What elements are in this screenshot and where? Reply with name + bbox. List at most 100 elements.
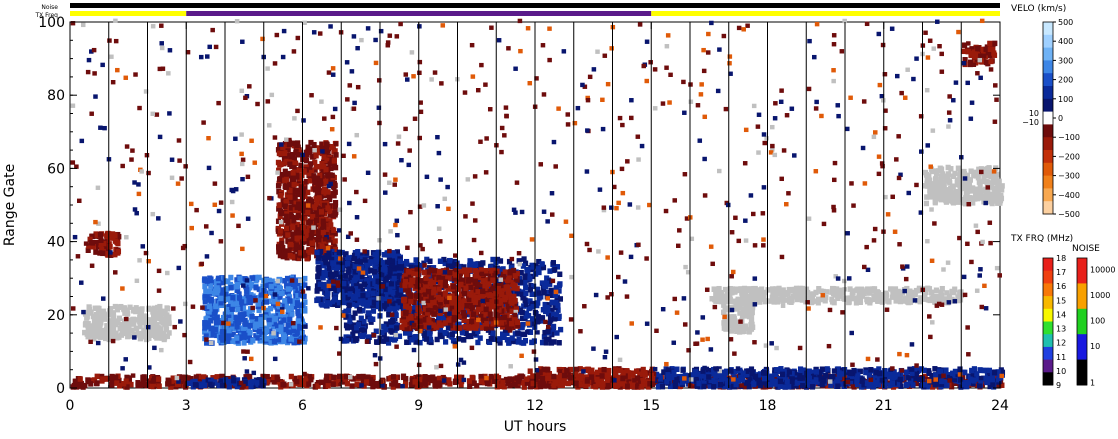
scatter-point [327, 218, 333, 224]
scatter-point [128, 381, 134, 388]
scatter-point [499, 320, 505, 326]
scatter-point [315, 273, 321, 280]
scatter-point [296, 314, 302, 321]
scatter-point [301, 168, 307, 174]
scatter-point [496, 380, 502, 387]
scatter-point [101, 330, 107, 336]
scatter-point [413, 339, 419, 345]
scatter-point [442, 279, 448, 285]
scatter-point [392, 259, 398, 266]
scatter-point [572, 374, 578, 381]
scatter-point [311, 173, 317, 179]
scatter-point [140, 378, 146, 385]
scatter-point [411, 270, 417, 277]
scatter-point [100, 376, 106, 382]
scatter-point [285, 322, 291, 328]
scatter-point [95, 320, 101, 327]
scatter-point [193, 374, 199, 380]
scatter-point [404, 339, 410, 346]
scatter-point [118, 303, 124, 310]
scatter-point [438, 322, 444, 328]
scatter-point [183, 384, 189, 390]
scatter-point [299, 172, 305, 179]
scatter-point [105, 234, 111, 241]
scatter-point [192, 378, 198, 385]
scatter-point [418, 296, 424, 303]
scatter-point [155, 328, 161, 334]
scatter-point [185, 375, 191, 381]
scatter-point [498, 383, 504, 390]
scatter-point [282, 203, 288, 209]
scatter-point [214, 290, 220, 296]
scatter-point [336, 381, 342, 387]
scatter-point [201, 374, 207, 380]
scatter-point [734, 374, 740, 381]
scatter-point [431, 289, 437, 296]
scatter-point [305, 209, 311, 216]
scatter-point [344, 381, 350, 387]
scatter-point [671, 369, 677, 376]
scatter-point [279, 171, 285, 178]
scatter-point [110, 328, 116, 335]
scatter-point [281, 248, 287, 255]
scatter-point [298, 286, 305, 292]
scatter-point [125, 311, 131, 317]
scatter-point [343, 283, 349, 290]
scatter-point [397, 273, 403, 279]
scatter-point [365, 262, 371, 269]
scatter-point [195, 382, 201, 388]
scatter-point [160, 316, 166, 322]
scatter-point [296, 167, 302, 173]
scatter-point [306, 219, 312, 226]
scatter-point [232, 314, 238, 321]
scatter-point [491, 378, 497, 385]
scatter-point [271, 377, 277, 383]
scatter-point [352, 301, 358, 307]
scatter-point [473, 294, 479, 301]
scatter-point [250, 337, 256, 344]
scatter-point [346, 267, 352, 273]
scatter-point [403, 330, 409, 336]
scatter-point [286, 141, 292, 148]
scatter-point [339, 265, 345, 271]
scatter-point [282, 298, 288, 304]
scatter-point [276, 188, 282, 195]
scatter-point [389, 258, 395, 264]
scatter-point [146, 317, 152, 323]
scatter-point [436, 268, 443, 275]
scatter-point [133, 305, 139, 311]
scatter-point [329, 248, 335, 255]
noise-bar-label: Noise [41, 4, 58, 11]
scatter-point [449, 305, 455, 312]
scatter-point [932, 366, 938, 372]
scatter-point [314, 283, 321, 289]
scatter-point [323, 231, 329, 238]
scatter-point [545, 289, 551, 296]
scatter-point [294, 378, 300, 385]
scatter-point [277, 205, 283, 212]
scatter-point [487, 339, 493, 345]
scatter-point [137, 323, 143, 330]
scatter-point [434, 324, 440, 330]
scatter-point [111, 314, 117, 321]
scatter-point [542, 301, 548, 308]
scatter-point [318, 248, 324, 255]
scatter-point [254, 316, 260, 322]
scatter-point [124, 384, 130, 390]
scatter-point [325, 189, 331, 195]
scatter-point [479, 322, 485, 328]
scatter-point [213, 319, 220, 326]
scatter-point [463, 330, 469, 337]
scatter-point [473, 273, 479, 279]
scatter-point [302, 184, 308, 190]
scatter-point [320, 218, 326, 224]
scatter-point [419, 314, 425, 321]
scatter-point [368, 259, 375, 265]
scatter-point [226, 378, 232, 385]
scatter-point [540, 264, 547, 271]
scatter-point [306, 225, 312, 232]
scatter-point [943, 367, 949, 373]
scatter-point [929, 383, 936, 390]
scatter-point [512, 381, 518, 388]
scatter-point [321, 186, 328, 193]
